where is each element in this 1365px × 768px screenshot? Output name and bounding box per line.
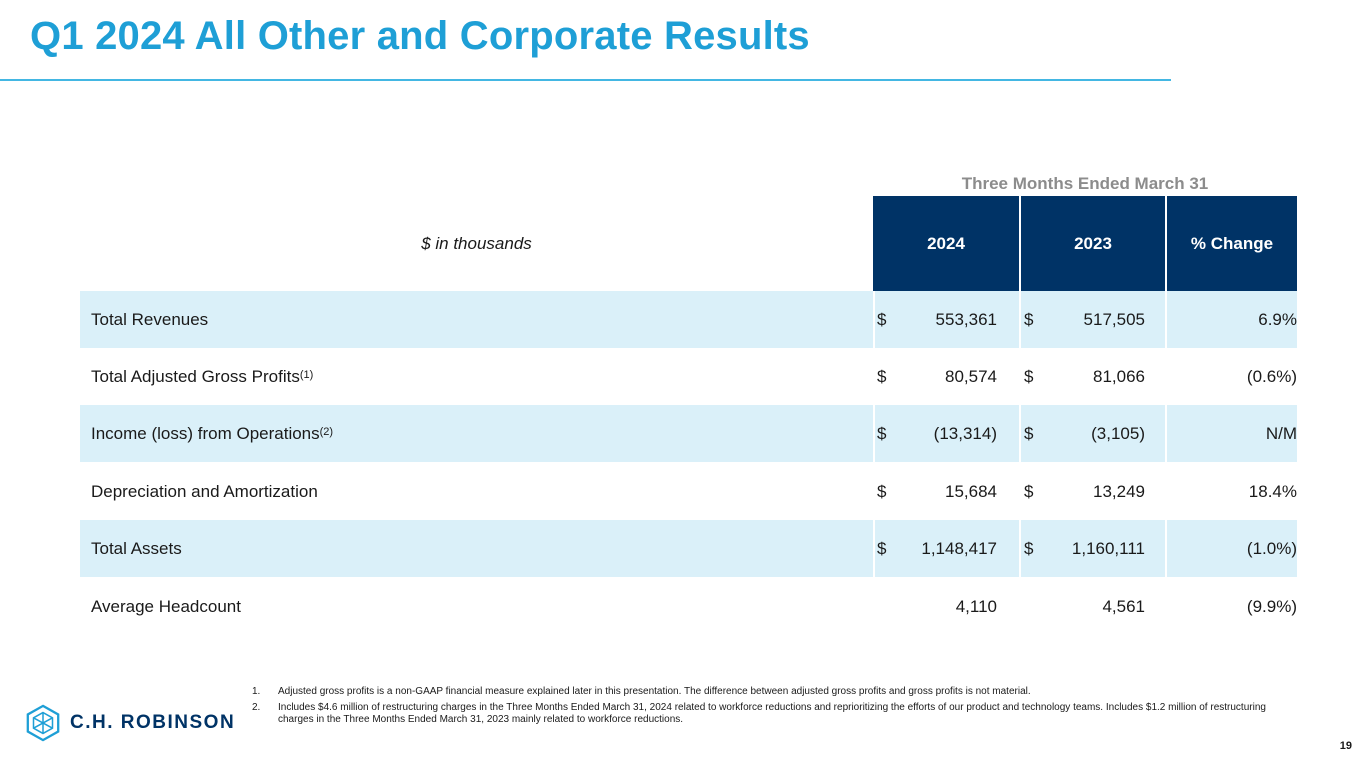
value-2024: 4,110 <box>955 596 997 616</box>
value-2023: 13,249 <box>1093 481 1145 501</box>
page-title: Q1 2024 All Other and Corporate Results <box>30 14 810 58</box>
footnote-marker: (1) <box>299 368 314 381</box>
footnote-2: 2. Includes $4.6 million of restructurin… <box>252 702 1272 726</box>
column-separator <box>1165 463 1167 520</box>
currency-2023: $ <box>1024 423 1034 443</box>
column-separator <box>873 520 875 577</box>
row-label-text: Income (loss) from Operations <box>91 423 320 443</box>
footnote-number: 1. <box>252 686 261 697</box>
value-2023: 1,160,111 <box>1071 538 1145 558</box>
footnote-text: Includes $4.6 million of restructuring c… <box>278 702 1266 725</box>
currency-2024: $ <box>877 423 887 443</box>
percent-change: N/M <box>1265 423 1297 443</box>
currency-2023: $ <box>1024 481 1034 501</box>
table-row: Total Assets $1,148,417 $1,160,111 (1.0%) <box>80 520 1297 577</box>
value-2024: (13,314) <box>933 423 997 443</box>
column-header-2024: 2024 <box>873 196 1019 291</box>
column-separator <box>1019 578 1021 635</box>
column-separator <box>1019 348 1021 405</box>
currency-2024: $ <box>877 538 887 558</box>
column-separator <box>873 291 875 348</box>
units-label: $ in thousands <box>421 233 532 253</box>
row-label-text: Average Headcount <box>91 596 241 616</box>
value-2024: 1,148,417 <box>921 538 997 558</box>
value-2023: 517,505 <box>1083 309 1145 329</box>
value-2024: 80,574 <box>945 366 997 386</box>
column-separator <box>873 463 875 520</box>
row-label-text: Total Adjusted Gross Profits <box>91 366 300 386</box>
row-label-text: Depreciation and Amortization <box>91 481 318 501</box>
column-header-2023: 2023 <box>1021 196 1165 291</box>
footnote-marker: (2) <box>319 425 334 438</box>
value-2024: 15,684 <box>945 481 997 501</box>
period-group-header: Three Months Ended March 31 <box>961 174 1209 193</box>
logo-wordmark: C.H. ROBINSON <box>70 712 236 733</box>
currency-2023: $ <box>1024 366 1034 386</box>
column-separator <box>1165 291 1167 348</box>
table-row: Income (loss) from Operations (2) $ (13,314… <box>80 405 1297 462</box>
percent-change: (0.6%) <box>1246 366 1297 386</box>
percent-change: (9.9%) <box>1246 596 1297 616</box>
column-separator <box>873 578 875 635</box>
currency-2023: $ <box>1024 538 1034 558</box>
footnote-number: 2. <box>252 702 261 713</box>
row-label: Depreciation and Amortization <box>91 463 318 520</box>
table-row: Depreciation and Amortization $15,684 $13,… <box>80 463 1297 520</box>
row-label: Average Headcount <box>91 578 241 635</box>
value-2023: 81,066 <box>1093 366 1145 386</box>
value-2024: 553,361 <box>935 309 997 329</box>
row-label-text: Total Assets <box>91 538 182 558</box>
row-label: Total Adjusted Gross Profits (1) <box>91 348 313 405</box>
column-separator <box>1165 405 1167 462</box>
percent-change: 6.9% <box>1258 309 1297 329</box>
column-separator <box>1019 463 1021 520</box>
column-separator <box>873 348 875 405</box>
column-separator <box>873 405 875 462</box>
currency-2024: $ <box>877 481 887 501</box>
page-number: 19 <box>1339 740 1352 752</box>
row-label: Total Assets <box>91 520 182 577</box>
currency-2024: $ <box>877 366 887 386</box>
column-separator <box>1165 348 1167 405</box>
column-separator <box>1019 405 1021 462</box>
footnote-text: Adjusted gross profits is a non-GAAP fin… <box>278 686 1031 697</box>
column-header-change: % Change <box>1167 196 1297 291</box>
title-divider <box>0 79 1171 81</box>
company-logo: C.H. ROBINSON <box>24 704 235 742</box>
footnote-1: 1. Adjusted gross profits is a non-GAAP … <box>252 686 1272 698</box>
currency-2023: $ <box>1024 309 1034 329</box>
value-2023: (3,105) <box>1091 423 1145 443</box>
table-row: Average Headcount 4,110 4,561 (9.9%) <box>80 578 1297 635</box>
row-label: Income (loss) from Operations (2) <box>91 405 333 462</box>
row-label-text: Total Revenues <box>91 309 209 329</box>
column-separator <box>1165 578 1167 635</box>
table-row: Total Adjusted Gross Profits (1) $80,574 $8… <box>80 348 1297 405</box>
footnotes: 1. Adjusted gross profits is a non-GAAP … <box>252 686 1272 730</box>
percent-change: (1.0%) <box>1246 538 1297 558</box>
table-row: Total Revenues $553,361 $517,505 6.9% <box>80 291 1297 348</box>
chr-cube-icon <box>26 704 60 742</box>
column-separator <box>1019 520 1021 577</box>
column-separator <box>1019 291 1021 348</box>
percent-change: 18.4% <box>1248 481 1297 501</box>
currency-2024: $ <box>877 309 887 329</box>
column-separator <box>1165 520 1167 577</box>
value-2023: 4,561 <box>1102 596 1145 616</box>
row-label: Total Revenues <box>91 291 208 348</box>
